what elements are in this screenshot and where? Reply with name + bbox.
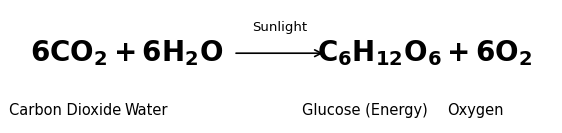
Text: Carbon Dioxide: Carbon Dioxide: [8, 103, 121, 118]
Text: Water: Water: [124, 103, 168, 118]
Text: $\bf{C_6H_{12}O_6 + 6O_2}$: $\bf{C_6H_{12}O_6 + 6O_2}$: [316, 38, 532, 68]
Text: Sunlight: Sunlight: [252, 21, 307, 34]
Text: Glucose (Energy): Glucose (Energy): [302, 103, 428, 118]
Text: Oxygen: Oxygen: [447, 103, 503, 118]
Text: $\bf{6CO_2 + 6H_2O}$: $\bf{6CO_2 + 6H_2O}$: [30, 38, 223, 68]
